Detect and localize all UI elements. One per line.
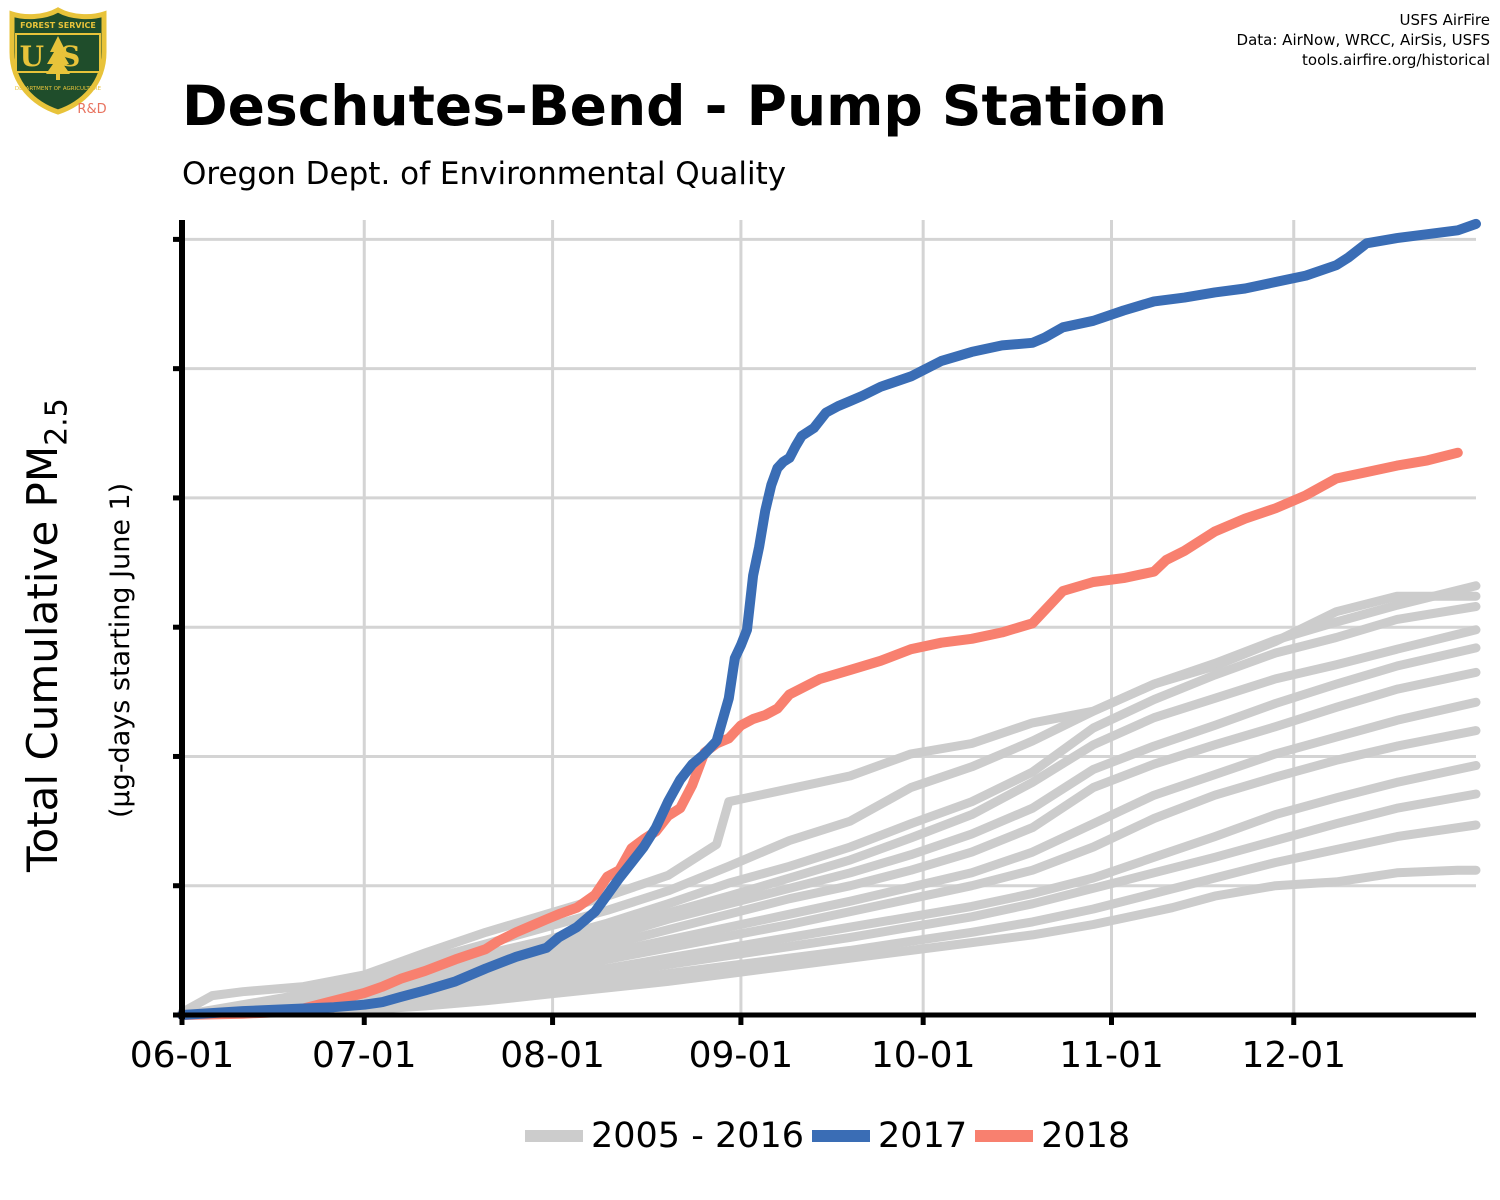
legend-swatch-historical xyxy=(525,1130,583,1142)
tree-icon xyxy=(46,36,70,80)
axes: 06-01 07-01 08-01 09-01 10-01 11-01 12-01 xyxy=(130,220,1476,1076)
x-tick-label: 06-01 xyxy=(130,1035,235,1076)
logo-tag: R&D xyxy=(77,102,106,117)
data-credits: USFS AirFire Data: AirNow, WRCC, AirSis,… xyxy=(1237,10,1490,70)
usfs-logo: FOREST SERVICE US DEPARTMENT OF AGRICULT… xyxy=(9,7,107,117)
credit-line: USFS AirFire xyxy=(1399,11,1490,29)
credit-line: tools.airfire.org/historical xyxy=(1302,51,1490,69)
x-tick-label: 10-01 xyxy=(871,1035,976,1076)
legend-item: 2005 - 2016 xyxy=(525,1116,804,1156)
x-tick-label: 09-01 xyxy=(689,1035,794,1076)
series-line-2017 xyxy=(177,218,1481,1020)
x-tick-label: 12-01 xyxy=(1241,1035,1346,1076)
series-line-historical xyxy=(177,581,1481,1020)
legend-swatch-2017 xyxy=(812,1130,871,1142)
legend-swatch-2018 xyxy=(975,1130,1034,1142)
legend-item: 2018 xyxy=(975,1116,1130,1156)
chart-subtitle: Oregon Dept. of Environmental Quality xyxy=(182,156,787,192)
x-tick-label: 11-01 xyxy=(1059,1035,1164,1076)
series-lines xyxy=(177,218,1481,1020)
series-line-historical xyxy=(177,602,1481,1020)
x-tick-label: 07-01 xyxy=(312,1035,417,1076)
credit-line: Data: AirNow, WRCC, AirSis, USFS xyxy=(1236,31,1490,49)
legend-item: 2017 xyxy=(812,1116,967,1156)
logo-top-text: FOREST SERVICE xyxy=(20,21,96,30)
logo-center-text: US xyxy=(20,40,97,73)
legend-label: 2018 xyxy=(1041,1116,1131,1156)
logo-bottom-text: DEPARTMENT OF AGRICULTURE xyxy=(15,86,102,92)
series-line-historical xyxy=(177,865,1481,1020)
series-line-2018 xyxy=(177,447,1463,1020)
legend: 2005 - 2016 2017 2018 xyxy=(525,1112,1138,1160)
chart-title: Deschutes-Bend - Pump Station xyxy=(182,74,1168,138)
grid-lines xyxy=(182,220,1476,1015)
x-tick-label: 08-01 xyxy=(500,1035,605,1076)
legend-label: 2005 - 2016 xyxy=(591,1116,805,1156)
legend-label: 2017 xyxy=(878,1116,968,1156)
